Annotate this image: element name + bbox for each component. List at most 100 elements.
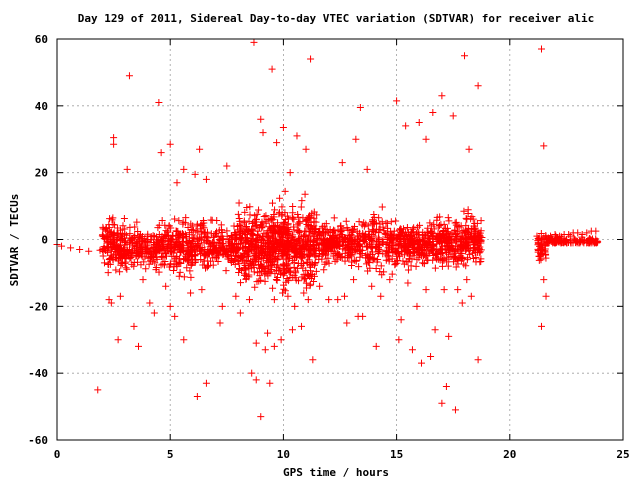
data-point — [452, 221, 460, 229]
data-point — [445, 217, 453, 225]
data-point — [280, 261, 288, 269]
data-point — [234, 210, 242, 218]
data-point — [236, 264, 244, 272]
data-point — [435, 221, 443, 229]
data-point — [107, 228, 115, 236]
data-point — [172, 232, 180, 240]
data-point — [268, 65, 276, 73]
data-point — [395, 242, 403, 250]
data-point — [404, 233, 412, 241]
data-point — [268, 261, 276, 269]
data-point — [155, 221, 163, 229]
data-point — [256, 272, 264, 280]
data-point — [295, 219, 303, 227]
data-point — [126, 239, 134, 247]
data-point — [375, 250, 383, 258]
data-point — [433, 240, 441, 248]
data-point — [396, 225, 404, 233]
data-point — [307, 271, 315, 279]
data-point — [94, 386, 102, 394]
data-point — [312, 267, 320, 275]
data-point — [348, 261, 356, 269]
data-point — [438, 249, 446, 257]
data-point — [440, 227, 448, 235]
data-point — [258, 234, 266, 242]
data-point — [440, 254, 448, 262]
data-point — [354, 312, 362, 320]
data-point — [130, 322, 138, 330]
data-point — [200, 257, 208, 265]
data-point — [242, 264, 250, 272]
data-point — [587, 236, 595, 244]
data-point — [298, 322, 306, 330]
data-point — [165, 222, 173, 230]
data-point — [281, 219, 289, 227]
data-point — [438, 399, 446, 407]
data-point — [356, 104, 364, 112]
data-point — [273, 274, 281, 282]
data-point — [244, 228, 252, 236]
data-point — [288, 326, 296, 334]
data-point — [270, 342, 278, 350]
data-point — [137, 243, 145, 251]
data-point — [262, 219, 270, 227]
data-point — [305, 221, 313, 229]
data-point — [131, 223, 139, 231]
data-point — [355, 240, 363, 248]
data-point — [326, 226, 334, 233]
data-point — [191, 251, 199, 259]
data-point — [330, 214, 338, 222]
data-point — [108, 253, 116, 261]
data-point — [428, 222, 436, 230]
data-point — [383, 247, 391, 255]
data-point — [290, 223, 298, 231]
data-point — [162, 249, 170, 257]
data-point — [252, 339, 260, 347]
data-point — [293, 239, 301, 247]
data-point — [307, 55, 315, 63]
data-point — [338, 159, 346, 167]
data-point — [542, 232, 550, 240]
data-point — [356, 253, 364, 261]
data-point — [352, 135, 360, 143]
data-point — [102, 225, 110, 233]
data-point — [436, 213, 444, 221]
data-point — [85, 247, 93, 255]
data-point — [339, 245, 347, 253]
data-point — [170, 266, 178, 274]
data-point — [114, 233, 122, 241]
data-point — [380, 227, 388, 235]
data-point — [368, 234, 376, 242]
data-point — [116, 241, 124, 249]
data-point — [132, 248, 140, 256]
data-point — [259, 263, 267, 271]
x-tick-label: 20 — [503, 448, 516, 461]
data-point — [257, 115, 265, 123]
data-point — [112, 266, 120, 274]
data-point — [110, 134, 118, 142]
data-point — [271, 270, 279, 278]
data-point — [331, 232, 339, 240]
data-point — [240, 266, 248, 274]
data-point — [535, 236, 543, 244]
data-point — [149, 250, 157, 258]
data-point — [241, 208, 249, 216]
data-point — [240, 217, 248, 225]
data-point — [292, 276, 300, 284]
data-point — [289, 209, 297, 217]
data-point — [235, 268, 243, 276]
data-point — [459, 255, 467, 263]
data-point — [248, 219, 256, 227]
data-point — [408, 229, 416, 237]
data-point — [171, 312, 179, 320]
data-point — [204, 237, 212, 245]
data-point — [203, 250, 211, 258]
data-point — [121, 258, 129, 266]
data-point — [362, 232, 370, 240]
data-point — [377, 292, 385, 300]
data-point — [164, 242, 172, 250]
data-point — [281, 187, 289, 195]
data-point — [306, 238, 314, 246]
data-point — [408, 346, 416, 354]
data-point — [468, 213, 476, 221]
